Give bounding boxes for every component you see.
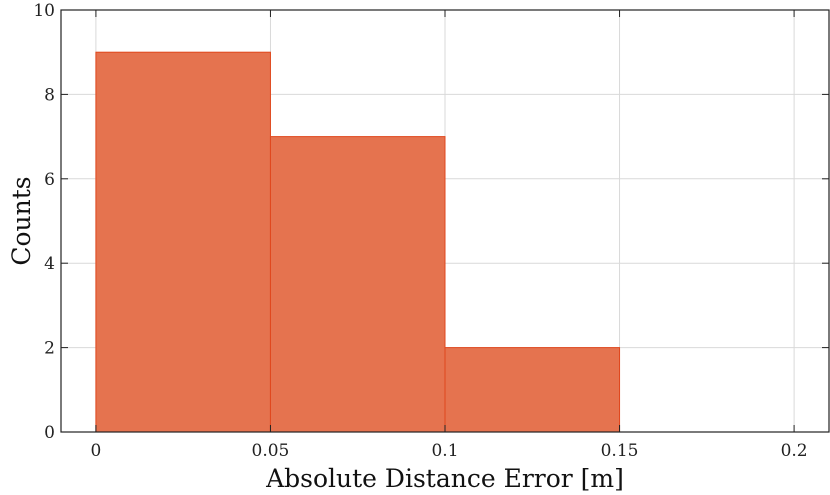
- x-tick-label: 0.1: [431, 441, 458, 461]
- y-tick-label: 0: [44, 423, 55, 443]
- y-axis-label: Counts: [7, 176, 36, 265]
- axis-ticks: [61, 9, 829, 433]
- y-tick-label: 6: [44, 170, 55, 190]
- x-tick-label: 0.05: [252, 441, 290, 461]
- y-tick-labels: 0 2 4 6 8 10: [33, 1, 55, 443]
- y-tick-label: 8: [44, 85, 55, 105]
- x-axis-label: Absolute Distance Error [m]: [265, 464, 624, 493]
- x-tick-label: 0.2: [781, 441, 808, 461]
- histogram-bar-3: [444, 347, 621, 433]
- x-tick-label: 0: [90, 441, 101, 461]
- x-tick-labels: 0 0.05 0.1 0.15 0.2: [90, 441, 807, 461]
- histogram-bar-2: [269, 136, 446, 433]
- histogram-bar-1: [95, 51, 271, 433]
- y-tick-label: 2: [44, 339, 55, 359]
- y-tick-label: 10: [33, 1, 55, 21]
- y-tick-label: 4: [44, 254, 55, 274]
- histogram-bars: [95, 51, 621, 433]
- x-tick-label: 0.15: [601, 441, 639, 461]
